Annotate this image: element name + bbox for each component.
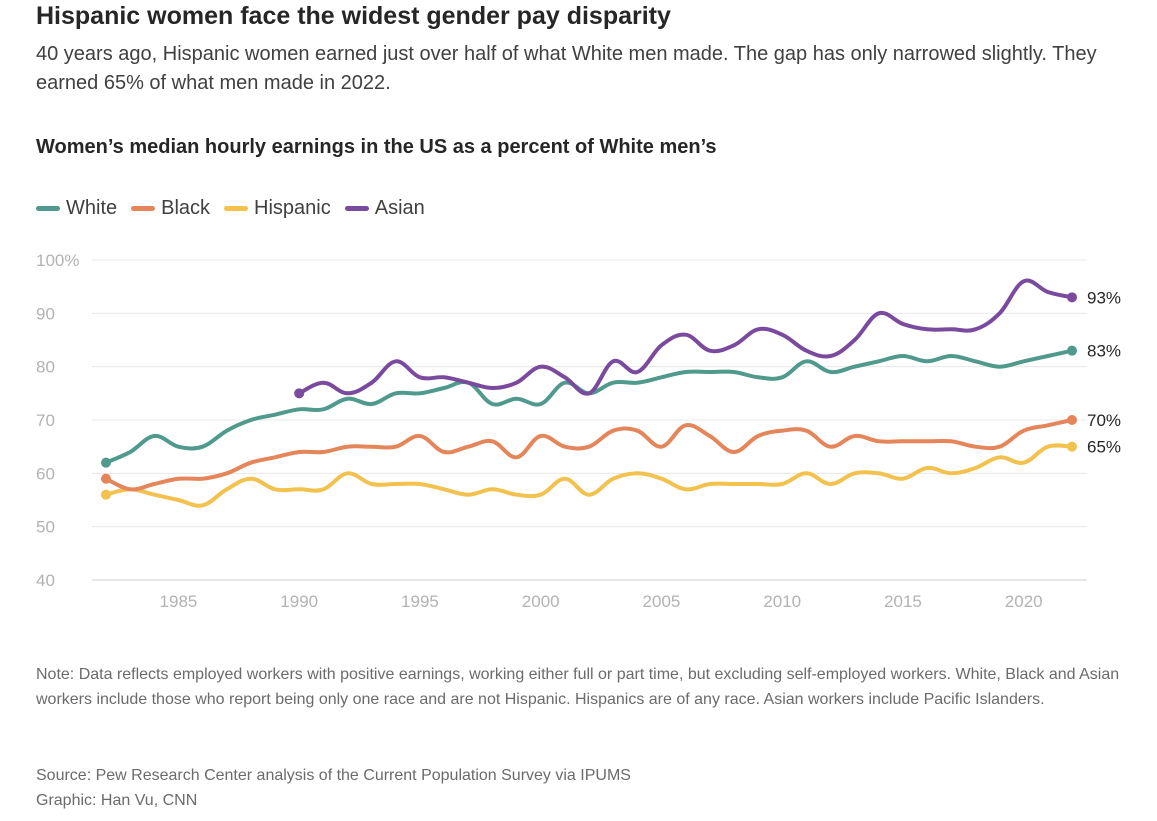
chart-note: Note: Data reflects employed workers wit… xyxy=(36,666,1120,708)
gridlines xyxy=(92,259,1087,581)
legend-swatch-white xyxy=(36,206,60,211)
series-start-point-black xyxy=(101,473,111,484)
end-label-white: 83% xyxy=(1087,342,1121,361)
y-tick-label: 70 xyxy=(36,411,55,430)
end-label-black: 70% xyxy=(1087,411,1121,430)
y-tick-label: 80 xyxy=(36,358,55,377)
series-line-asian xyxy=(297,278,1074,396)
x-tick-label: 2000 xyxy=(522,592,560,611)
series-start-point-white xyxy=(101,457,111,468)
legend-label-black: Black xyxy=(161,197,211,219)
x-tick-label: 1990 xyxy=(280,592,318,611)
legend-label-hispanic: Hispanic xyxy=(254,197,331,219)
x-tick-label: 2020 xyxy=(1005,592,1043,611)
y-tick-label: 100% xyxy=(36,251,79,270)
y-tick-label: 40 xyxy=(36,571,55,590)
series-lines xyxy=(101,278,1077,508)
headline: Hispanic women face the widest gender pa… xyxy=(36,2,671,30)
legend-item-black: Black xyxy=(131,197,210,220)
series-end-point-white xyxy=(1067,345,1077,356)
series-line-hispanic xyxy=(104,443,1074,508)
x-tick-label: 2010 xyxy=(763,592,801,611)
legend-item-white: White xyxy=(36,197,117,220)
legend-item-asian: Asian xyxy=(344,197,425,220)
series-start-point-asian xyxy=(294,388,305,399)
x-tick-label: 2015 xyxy=(884,592,922,611)
source-credit: Source: Pew Research Center analysis of … xyxy=(36,763,631,813)
x-tick-label: 1995 xyxy=(401,592,439,611)
series-end-point-hispanic xyxy=(1067,441,1077,452)
series-line-black xyxy=(104,418,1074,492)
series-start-point-hispanic xyxy=(101,489,111,500)
end-label-asian: 93% xyxy=(1087,288,1121,307)
legend-item-hispanic: Hispanic xyxy=(224,197,331,220)
x-tick-label: 1985 xyxy=(160,592,198,611)
legend-label-asian: Asian xyxy=(374,197,425,219)
y-tick-label: 90 xyxy=(36,304,55,323)
y-tick-label: 50 xyxy=(36,518,55,537)
legend-swatch-hispanic xyxy=(224,206,249,211)
y-tick-label: 60 xyxy=(36,464,55,483)
source-text: Source: Pew Research Center analysis of … xyxy=(36,767,631,784)
line-chart: 40 50 60 70 80 90 100% 1985 1990 1995 2000 2005 201… xyxy=(36,251,1121,611)
legend-label-white: White xyxy=(66,197,118,219)
legend-swatch-black xyxy=(131,206,156,211)
end-labels: 65% 70% 83% 93% xyxy=(1087,288,1121,456)
y-axis-ticks: 40 50 60 70 80 90 100% xyxy=(36,251,79,590)
end-label-hispanic: 65% xyxy=(1087,438,1121,457)
series-end-point-asian xyxy=(1067,292,1077,303)
series-end-point-black xyxy=(1067,415,1077,425)
subtitle: 40 years ago, Hispanic women earned just… xyxy=(36,43,1097,94)
chart-title: Women’s median hourly earnings in the US… xyxy=(36,136,717,158)
x-tick-label: 2005 xyxy=(643,592,681,611)
x-axis-ticks: 1985 1990 1995 2000 2005 2010 2015 2020 xyxy=(160,592,1043,611)
graphic-credit: Graphic: Han Vu, CNN xyxy=(36,792,198,809)
legend: White Black Hispanic Asian xyxy=(36,197,439,220)
legend-swatch-asian xyxy=(344,206,369,211)
